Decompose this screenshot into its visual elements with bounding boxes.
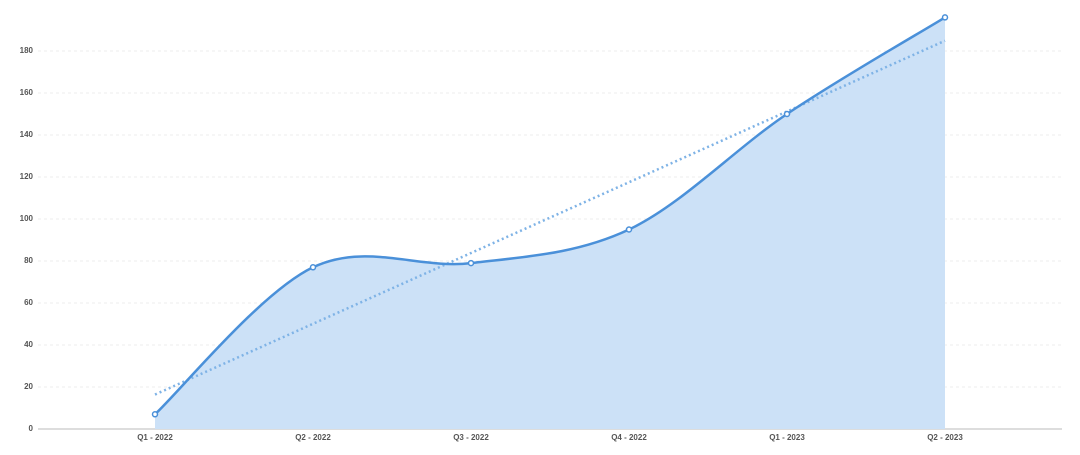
- y-tick-label: 40: [24, 340, 33, 349]
- y-tick-label: 0: [29, 424, 34, 433]
- point: [625, 226, 633, 233]
- area: [155, 17, 945, 430]
- y-tick-label: 120: [20, 172, 34, 181]
- trend-line: [154, 39, 946, 396]
- point: [941, 14, 949, 21]
- point: [309, 264, 317, 271]
- y-tick-label: 80: [24, 256, 33, 265]
- line: [154, 16, 946, 416]
- x-tick-label: Q3 - 2022: [453, 433, 489, 442]
- x-tick-label: Q4 - 2022: [611, 433, 647, 442]
- y-tick-label: 160: [20, 88, 34, 97]
- x-tick-label: Q1 - 2022: [137, 433, 173, 442]
- y-tick-label: 60: [24, 298, 33, 307]
- y-tick-label: 20: [24, 382, 33, 391]
- y-tick-label: 140: [20, 130, 34, 139]
- x-tick-label: Q2 - 2023: [927, 433, 963, 442]
- y-tick-label: 180: [20, 46, 34, 55]
- y-tick-label: 100: [20, 214, 34, 223]
- x-tick-label: Q1 - 2023: [769, 433, 805, 442]
- point: [783, 110, 791, 118]
- point: [151, 411, 159, 418]
- x-tick-label: Q2 - 2022: [295, 433, 331, 442]
- point: [467, 259, 475, 267]
